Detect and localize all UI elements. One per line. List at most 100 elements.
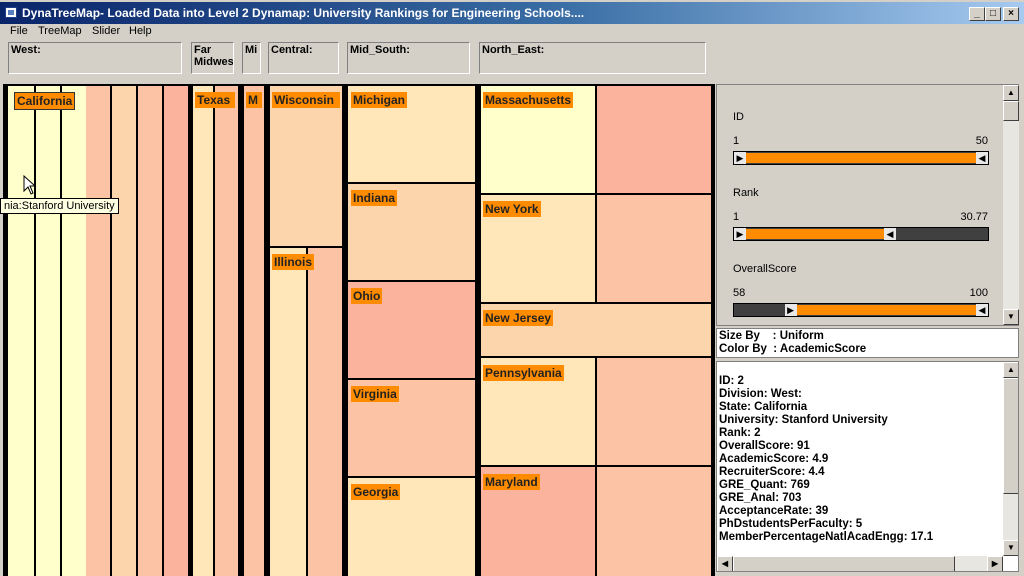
menu-bar: File TreeMap Slider Help	[0, 24, 1024, 40]
division-box-north-east[interactable]: North_East:	[479, 42, 706, 74]
treemap-cell[interactable]	[86, 86, 110, 576]
cell-divider	[60, 86, 62, 576]
detail-line: RecruiterScore: 4.4	[719, 466, 825, 478]
slider-high-handle-icon[interactable]: ◀	[976, 152, 988, 164]
maximize-button[interactable]: □	[985, 7, 1001, 21]
detail-line: AcceptanceRate: 39	[719, 505, 829, 517]
close-button[interactable]: ×	[1003, 7, 1019, 21]
details-list: ID: 2 Division: West: State: California Uni…	[719, 375, 1016, 544]
range-slider-id[interactable]: ▶ ◀	[733, 151, 989, 165]
state-label-texas: Texas	[195, 92, 235, 108]
menu-slider[interactable]: Slider	[92, 25, 121, 37]
minimize-button[interactable]: _	[969, 7, 985, 21]
treemap-cell[interactable]	[112, 86, 136, 576]
range-slider-rank[interactable]: ▶ ◀	[733, 227, 989, 241]
slider-label-overallscore: OverallScore	[733, 263, 797, 275]
window-title: DynaTreeMap- Loaded Data into Level 2 Dy…	[22, 6, 585, 20]
detail-line: State: California	[719, 401, 808, 413]
slider-panel: ID 1 50 ▶ ◀ Rank 1 30.77 ▶ ◀ OverallScore …	[716, 84, 1019, 326]
detail-line: MemberPercentageNatlAcadEngg: 17.1	[719, 531, 934, 543]
scroll-left-button[interactable]: ◀	[717, 556, 733, 571]
state-label-virginia: Virginia	[351, 386, 399, 402]
division-box-central[interactable]: Central:	[268, 42, 339, 74]
details-panel: ID: 2 Division: West: State: California Uni…	[716, 361, 1019, 572]
color-by-text: Color By : AcademicScore	[719, 343, 867, 355]
details-horizontal-scrollbar[interactable]: ◀ ▶	[717, 556, 1003, 571]
treemap-cell[interactable]	[270, 248, 306, 576]
scroll-up-button[interactable]: ▲	[1003, 362, 1018, 378]
slider-min-overallscore: 58	[733, 287, 746, 299]
division-box-far-midwest[interactable]: Far Midwest	[191, 42, 234, 74]
slider-range-fill[interactable]	[746, 153, 976, 163]
menu-treemap[interactable]: TreeMap	[38, 25, 82, 37]
scroll-thumb[interactable]	[1003, 378, 1018, 494]
state-label-ohio: Ohio	[351, 288, 383, 304]
slider-max-overallscore: 100	[969, 287, 988, 299]
state-label-indiana: Indiana	[351, 190, 398, 206]
treemap-cell[interactable]	[138, 86, 162, 576]
range-slider-overallscore[interactable]: ▶ ◀	[733, 303, 989, 317]
menu-file[interactable]: File	[10, 25, 28, 37]
slider-low-handle-icon[interactable]: ▶	[734, 152, 746, 164]
state-label-georgia: Georgia	[351, 484, 401, 500]
detail-line: Division: West:	[719, 388, 802, 400]
details-vertical-scrollbar[interactable]: ▲ ▼	[1003, 362, 1018, 556]
detail-line: ID: 2	[719, 375, 744, 387]
detail-line: Rank: 2	[719, 427, 761, 439]
slider-range-fill[interactable]	[746, 229, 884, 239]
treemap[interactable]: California Texas M Wisconsin Illinois Mi…	[3, 84, 715, 576]
slider-low-handle-icon[interactable]: ▶	[734, 228, 746, 240]
menu-help[interactable]: Help	[129, 25, 152, 37]
slider-max-id: 50	[975, 135, 988, 147]
treemap-cell[interactable]	[270, 86, 342, 246]
scroll-up-button[interactable]: ▲	[1003, 85, 1019, 101]
detail-line: PhDstudentsPerFaculty: 5	[719, 518, 863, 530]
state-label-pennsylvania: Pennsylvania	[483, 365, 564, 381]
slider-range-fill[interactable]	[796, 305, 976, 315]
scroll-down-button[interactable]: ▼	[1003, 540, 1018, 556]
state-label-michigan: Michigan	[351, 92, 408, 108]
division-box-mid-south[interactable]: Mid_South:	[347, 42, 470, 74]
slider-high-handle-icon[interactable]: ◀	[976, 304, 988, 316]
state-label-massachusetts: Massachusetts	[483, 92, 574, 108]
size-color-info: Size By : Uniform Color By : AcademicSco…	[716, 328, 1019, 358]
title-bar[interactable]: DynaTreeMap- Loaded Data into Level 2 Dy…	[0, 2, 1024, 24]
treemap-cell[interactable]	[308, 248, 342, 576]
treemap-cell[interactable]	[193, 86, 213, 576]
state-label-illinois: Illinois	[272, 254, 315, 270]
detail-line: GRE_Anal: 703	[719, 492, 802, 504]
state-label-m: M	[246, 92, 262, 108]
state-label-wisconsin: Wisconsin	[272, 92, 340, 108]
app-icon	[5, 7, 17, 18]
scroll-thumb[interactable]	[1003, 101, 1019, 121]
slider-low-handle-icon[interactable]: ▶	[784, 304, 797, 316]
division-box-west[interactable]: West:	[8, 42, 182, 74]
treemap-cell[interactable]	[597, 195, 711, 302]
size-by-text: Size By : Uniform	[719, 330, 824, 342]
cell-divider	[34, 86, 36, 576]
treemap-cell[interactable]	[244, 86, 264, 576]
slider-high-handle-icon[interactable]: ◀	[884, 228, 896, 240]
detail-line: AcademicScore: 4.9	[719, 453, 829, 465]
slider-min-rank: 1	[733, 211, 740, 223]
treemap-cell[interactable]	[164, 86, 188, 576]
mouse-cursor-icon	[23, 175, 37, 195]
division-box-mi[interactable]: Mi	[242, 42, 261, 74]
scroll-right-button[interactable]: ▶	[987, 556, 1003, 571]
state-label-maryland: Maryland	[483, 474, 540, 490]
detail-line: OverallScore: 91	[719, 440, 810, 452]
slider-min-id: 1	[733, 135, 740, 147]
treemap-cell[interactable]	[597, 467, 711, 576]
state-label-new-york: New York	[483, 201, 541, 217]
scroll-thumb[interactable]	[733, 556, 955, 571]
treemap-cell[interactable]	[597, 358, 711, 465]
state-label-new-jersey: New Jersey	[483, 310, 554, 326]
detail-line: GRE_Quant: 769	[719, 479, 810, 491]
treemap-cell[interactable]	[597, 86, 711, 193]
state-label-california: California	[14, 92, 76, 110]
treemap-cell-california-stanford[interactable]	[8, 86, 86, 576]
scroll-down-button[interactable]: ▼	[1003, 309, 1019, 325]
slider-panel-scrollbar[interactable]: ▲ ▼	[1003, 85, 1019, 325]
treemap-cell[interactable]	[215, 86, 238, 576]
